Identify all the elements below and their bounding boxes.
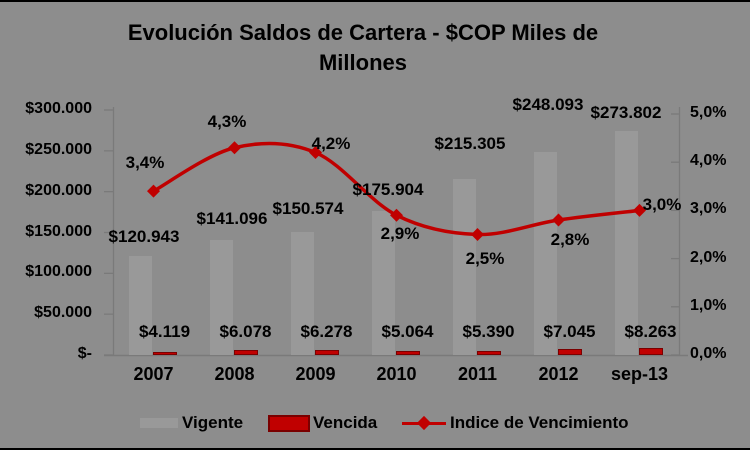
y-axis-right-tick-label: 0,0% — [690, 345, 727, 362]
y-axis-right-tick-label: 3,0% — [690, 200, 727, 218]
data-label-vigente: $120.943 — [108, 227, 180, 246]
data-label-vencida: $4.119 — [138, 322, 191, 341]
data-label-indice: 2,8% — [550, 230, 590, 249]
legend-label-indice: Indice de Vencimiento — [450, 413, 629, 432]
indice-marker-diamond-icon — [147, 184, 160, 198]
y-axis-right-tick-label: 2,0% — [690, 248, 727, 266]
y-axis-left-tick-label: $- — [77, 345, 92, 362]
data-label-vencida: $6.278 — [300, 322, 353, 341]
y-axis-left-tick-label: $50.000 — [34, 304, 92, 322]
x-axis-category-label: 2008 — [214, 364, 255, 384]
indice-marker-diamond-icon — [228, 141, 241, 155]
y-axis-right-tick-label: 5,0% — [690, 104, 727, 121]
vigente-bar — [290, 232, 314, 355]
legend-swatch-vigente-icon — [140, 418, 178, 428]
data-label-vencida: $5.390 — [462, 322, 515, 341]
y-axis-right-tick-label: 4,0% — [690, 152, 727, 170]
vencida-bar — [314, 349, 339, 355]
data-label-vigente: $150.574 — [272, 199, 344, 218]
data-label-vencida: $5.064 — [381, 322, 434, 341]
data-label-indice: 3,4% — [125, 153, 165, 172]
x-axis-category-label: 2010 — [376, 364, 417, 384]
vencida-bar — [395, 350, 420, 355]
x-axis-category-label: 2009 — [295, 364, 336, 384]
data-label-indice: 2,5% — [465, 249, 505, 268]
legend-diamond-icon — [416, 415, 432, 431]
y-axis-left-tick-label: $100.000 — [25, 263, 92, 281]
y-axis-left-tick-label: $300.000 — [25, 100, 92, 117]
data-label-vigente: $215.305 — [434, 134, 506, 153]
data-label-vigente: $175.904 — [352, 180, 424, 199]
data-label-indice: 3,0% — [642, 195, 682, 214]
y-axis-left-tick-label: $250.000 — [25, 140, 92, 158]
data-label-vigente: $248.093 — [512, 95, 584, 114]
x-axis-category-label: 2011 — [457, 364, 498, 384]
data-label-vencida: $8.263 — [624, 322, 677, 341]
vencida-bar — [152, 351, 177, 355]
vencida-bar — [557, 349, 582, 355]
x-axis-category-label: sep-13 — [610, 364, 669, 384]
legend-item-vigente: Vigente — [140, 412, 243, 434]
legend-item-indice: Indice de Vencimiento — [402, 412, 629, 434]
vigente-bar — [209, 239, 233, 355]
legend-line-marker-icon — [402, 415, 446, 431]
y-axis-right-tick-label: 1,0% — [690, 296, 727, 314]
data-label-indice: 4,3% — [207, 112, 247, 131]
legend-label-vigente: Vigente — [182, 413, 244, 432]
data-label-vencida: $7.045 — [543, 322, 596, 341]
data-label-vigente: $141.096 — [196, 209, 268, 228]
x-axis-category-label: 2012 — [538, 364, 579, 384]
legend-item-vencida: Vencida — [268, 412, 377, 434]
y-axis-left-tick-label: $200.000 — [25, 181, 92, 199]
data-label-vencida: $6.078 — [219, 322, 272, 341]
x-axis-category-label: 2007 — [133, 364, 174, 384]
vigente-bar — [371, 211, 395, 355]
chart-title: Evolución Saldos de Cartera - $COP Miles… — [127, 20, 599, 75]
vigente-bar — [128, 256, 152, 355]
y-axis-left-tick-label: $150.000 — [25, 222, 92, 240]
data-label-indice: 2,9% — [380, 224, 420, 243]
vencida-bar — [233, 350, 258, 355]
vencida-bar — [476, 350, 501, 355]
legend-label-vencida: Vencida — [313, 413, 378, 432]
legend-swatch-vencida-icon — [268, 414, 310, 432]
data-label-vigente: $273.802 — [590, 103, 662, 122]
data-label-indice: 4,2% — [311, 134, 351, 153]
vencida-bar — [638, 348, 663, 355]
